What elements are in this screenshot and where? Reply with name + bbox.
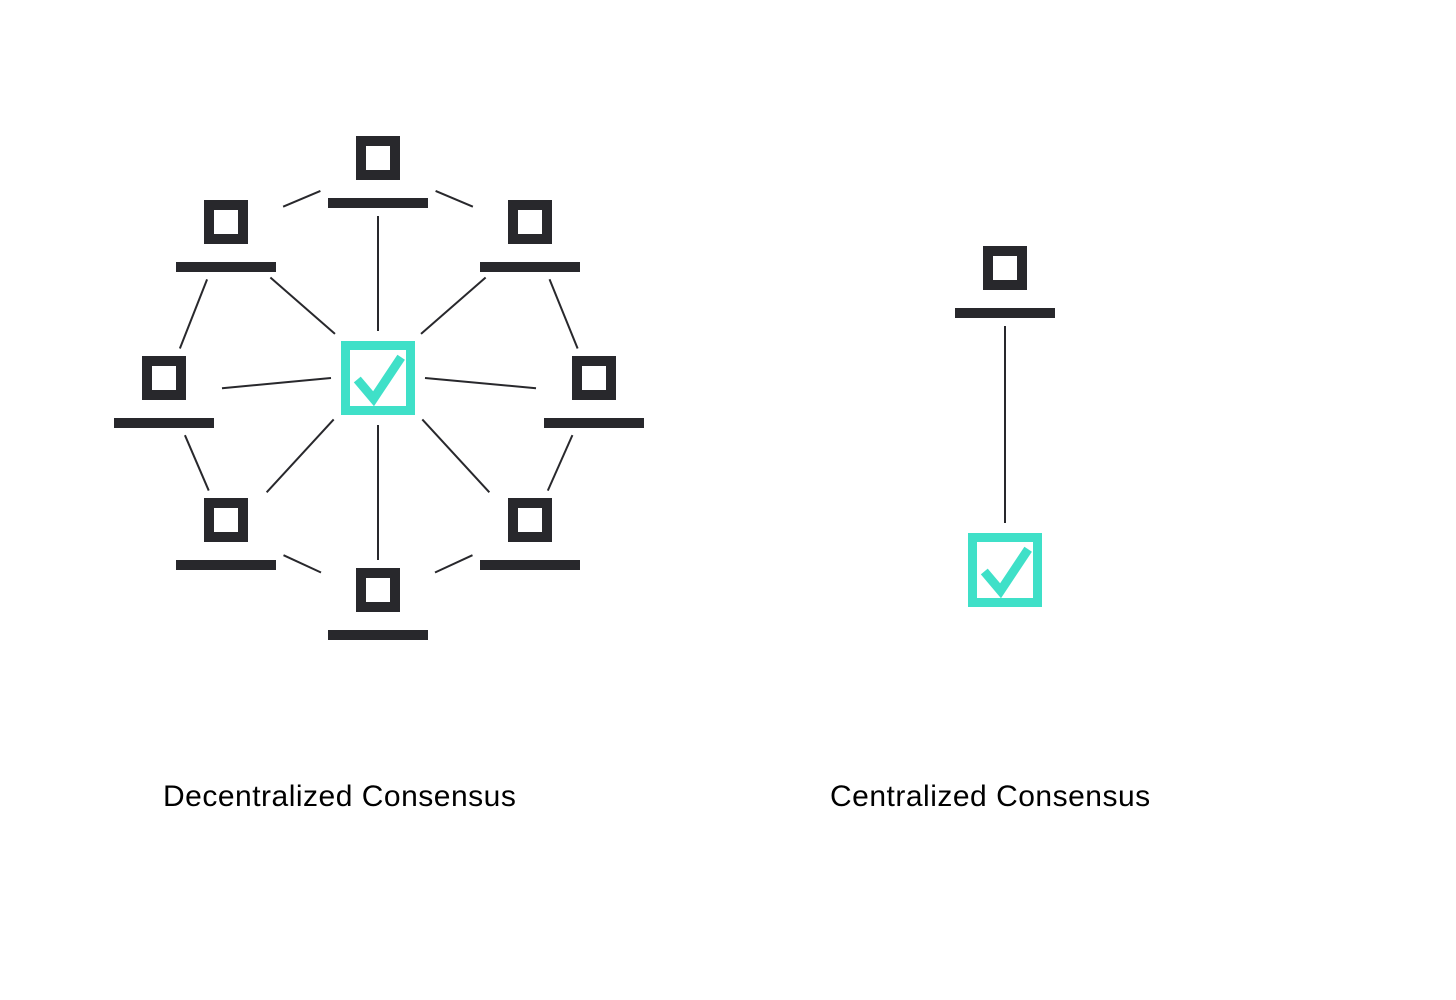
edge-spoke [425, 378, 536, 388]
decentralized-caption: Decentralized Consensus [163, 780, 516, 814]
edge-spoke [270, 277, 335, 333]
check-mark [984, 549, 1028, 590]
node-base-bar [114, 418, 214, 428]
edge-spoke [267, 419, 334, 492]
node-square [577, 361, 611, 395]
node-base-bar [544, 418, 644, 428]
node-square [209, 503, 243, 537]
node-square [988, 251, 1022, 285]
edge-spoke [422, 419, 489, 492]
edge-ring [284, 555, 321, 572]
node-base-bar [328, 198, 428, 208]
check-node-square [346, 346, 411, 411]
consensus-diagram-svg [0, 0, 1456, 1000]
edge-ring [180, 279, 207, 348]
node-base-bar [480, 262, 580, 272]
diagram-canvas: Decentralized Consensus Centralized Cons… [0, 0, 1456, 1000]
edge-ring [436, 191, 473, 207]
node-base-bar [176, 262, 276, 272]
node-base-bar [955, 308, 1055, 318]
edge-ring [283, 191, 320, 207]
node-square [513, 205, 547, 239]
node-square [361, 573, 395, 607]
centralized-caption: Centralized Consensus [830, 780, 1151, 814]
edge-ring [548, 435, 573, 490]
node-base-bar [328, 630, 428, 640]
check-node-square [973, 538, 1038, 603]
node-square [209, 205, 243, 239]
edge-ring [185, 435, 209, 490]
check-mark [357, 357, 401, 398]
edge-spoke [222, 378, 331, 388]
node-square [513, 503, 547, 537]
edge-spoke [421, 277, 486, 333]
edge-ring [550, 279, 578, 348]
node-base-bar [176, 560, 276, 570]
node-square [147, 361, 181, 395]
node-square [361, 141, 395, 175]
node-base-bar [480, 560, 580, 570]
edge-ring [435, 555, 472, 572]
